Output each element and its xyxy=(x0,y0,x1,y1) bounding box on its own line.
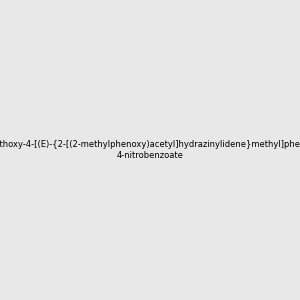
Text: 2-ethoxy-4-[(E)-{2-[(2-methylphenoxy)acetyl]hydrazinylidene}methyl]phenyl 4-nitr: 2-ethoxy-4-[(E)-{2-[(2-methylphenoxy)ace… xyxy=(0,140,300,160)
